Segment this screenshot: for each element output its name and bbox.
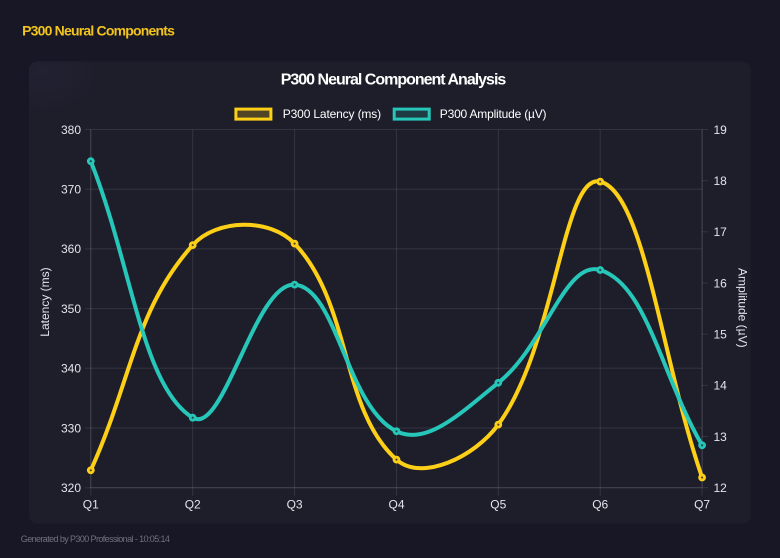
svg-text:370: 370 bbox=[61, 183, 81, 197]
svg-text:330: 330 bbox=[61, 421, 81, 435]
svg-text:14: 14 bbox=[714, 379, 728, 393]
svg-text:Q2: Q2 bbox=[185, 498, 201, 512]
svg-text:Latency (ms): Latency (ms) bbox=[38, 267, 52, 336]
svg-text:Q5: Q5 bbox=[490, 498, 506, 512]
svg-text:Q3: Q3 bbox=[287, 498, 303, 512]
svg-text:P300 Latency (ms): P300 Latency (ms) bbox=[283, 107, 381, 121]
svg-text:17: 17 bbox=[714, 225, 728, 239]
svg-text:P300 Neural Component Analysis: P300 Neural Component Analysis bbox=[281, 72, 507, 89]
svg-text:15: 15 bbox=[714, 328, 728, 342]
svg-text:16: 16 bbox=[714, 276, 728, 290]
svg-text:Q1: Q1 bbox=[83, 498, 99, 512]
svg-text:18: 18 bbox=[714, 174, 728, 188]
svg-text:Q4: Q4 bbox=[388, 498, 404, 512]
svg-text:Q6: Q6 bbox=[592, 498, 608, 512]
svg-text:320: 320 bbox=[61, 481, 81, 495]
svg-text:19: 19 bbox=[714, 123, 728, 137]
svg-text:350: 350 bbox=[61, 302, 81, 316]
svg-text:Q7: Q7 bbox=[694, 498, 710, 512]
svg-text:P300 Amplitude (µV): P300 Amplitude (µV) bbox=[440, 107, 547, 121]
svg-text:13: 13 bbox=[714, 430, 728, 444]
svg-text:12: 12 bbox=[714, 481, 728, 495]
svg-text:P300 Neural Components: P300 Neural Components bbox=[22, 22, 175, 38]
svg-text:Amplitude (µV): Amplitude (µV) bbox=[736, 268, 750, 348]
svg-text:360: 360 bbox=[61, 242, 81, 256]
svg-text:380: 380 bbox=[61, 123, 81, 137]
svg-text:Generated by P300 Professional: Generated by P300 Professional - 10:05:1… bbox=[21, 534, 170, 544]
svg-text:340: 340 bbox=[61, 362, 81, 376]
